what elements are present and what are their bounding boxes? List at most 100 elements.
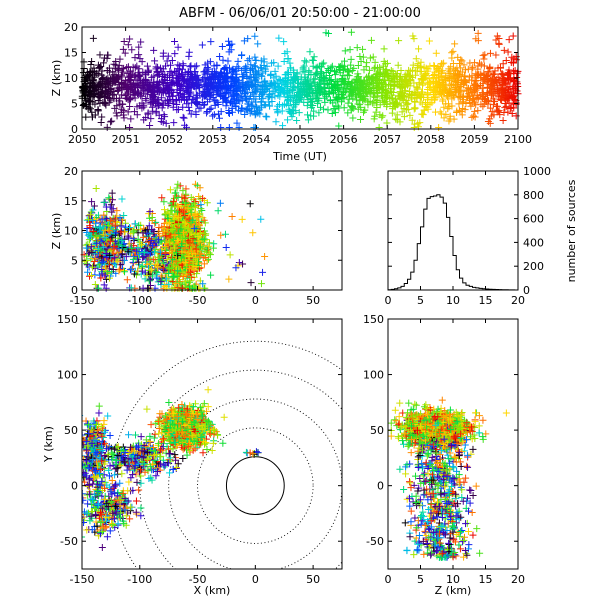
source-marker: [191, 180, 199, 188]
source-marker: [275, 34, 283, 42]
source-marker: [279, 122, 287, 130]
y-tick-label: 10: [64, 225, 78, 238]
source-marker: [347, 28, 355, 36]
y-tick-label: 15: [64, 195, 78, 208]
source-marker: [271, 67, 279, 75]
source-marker: [418, 110, 426, 118]
source-marker: [274, 62, 282, 70]
source-marker: [168, 57, 176, 65]
range-ring: [197, 427, 314, 544]
source-marker: [209, 112, 217, 120]
source-marker: [259, 268, 267, 276]
source-marker: [133, 478, 141, 486]
source-marker: [274, 109, 282, 117]
source-marker: [152, 218, 160, 226]
y-tick-label: 15: [64, 47, 78, 60]
source-marker: [238, 215, 246, 223]
y-tick-label: 200: [523, 260, 544, 273]
source-marker: [408, 116, 416, 124]
source-marker: [239, 260, 247, 268]
source-marker: [124, 41, 132, 49]
source-marker: [254, 40, 262, 48]
source-marker: [346, 46, 354, 54]
source-marker: [235, 259, 243, 267]
source-marker: [393, 111, 401, 119]
source-marker: [147, 115, 155, 123]
figure-title: ABFM - 06/06/01 20:50:00 - 21:00:00: [179, 6, 421, 21]
source-marker: [225, 123, 233, 131]
x-tick-label: -50: [189, 294, 207, 307]
source-marker: [123, 64, 131, 72]
y-tick-label: 800: [523, 189, 544, 202]
source-marker: [310, 53, 318, 61]
source-marker: [125, 431, 133, 439]
source-marker: [126, 103, 134, 111]
histogram-y-axis-label: number of sources: [565, 179, 578, 282]
y-tick-label: 10: [64, 72, 78, 85]
source-marker: [185, 103, 193, 111]
source-marker: [502, 57, 510, 65]
source-marker: [415, 45, 423, 53]
source-marker: [116, 55, 124, 63]
source-marker: [471, 113, 479, 121]
source-marker: [118, 195, 126, 203]
source-marker: [499, 116, 507, 124]
source-marker: [301, 57, 309, 65]
source-marker: [96, 51, 104, 59]
source-marker: [217, 123, 225, 131]
source-marker: [284, 54, 292, 62]
source-marker: [331, 68, 339, 76]
source-marker: [349, 114, 357, 122]
x-tick-label: -100: [127, 294, 152, 307]
source-marker: [308, 56, 316, 64]
x-tick-label: 2057: [373, 133, 401, 146]
source-marker: [495, 40, 503, 48]
source-marker: [204, 386, 212, 394]
source-marker: [320, 105, 328, 113]
source-marker: [412, 55, 420, 63]
source-marker: [131, 220, 139, 228]
time-height-panel: 2050 2051 2052 2053 2054 2055 2056 2057 2058 2059…: [50, 21, 532, 163]
source-marker: [199, 449, 207, 457]
source-marker: [440, 114, 448, 122]
source-marker: [107, 118, 115, 126]
source-marker: [174, 61, 182, 69]
source-marker: [180, 114, 188, 122]
source-marker: [219, 439, 227, 447]
source-marker: [504, 48, 512, 56]
source-marker: [451, 40, 459, 48]
source-marker: [435, 123, 443, 131]
source-marker: [512, 112, 520, 120]
source-marker: [280, 38, 288, 46]
source-marker: [344, 109, 352, 117]
source-marker: [353, 44, 361, 52]
x-tick-label: 2055: [286, 133, 314, 146]
source-marker: [300, 62, 308, 70]
source-marker: [80, 58, 88, 66]
source-marker: [509, 32, 517, 40]
source-marker: [411, 104, 419, 112]
source-marker: [167, 61, 175, 69]
source-marker: [357, 115, 365, 123]
source-marker: [261, 253, 269, 261]
source-marker: [135, 51, 143, 59]
source-marker: [228, 213, 236, 221]
x-tick-label: 2053: [199, 133, 227, 146]
source-marker: [98, 113, 106, 121]
source-marker: [216, 53, 224, 61]
source-marker: [345, 72, 353, 80]
source-marker: [131, 54, 139, 62]
source-marker: [171, 37, 179, 45]
source-marker: [410, 123, 418, 131]
source-marker: [203, 109, 211, 117]
source-marker: [89, 34, 97, 42]
source-marker: [179, 113, 187, 121]
source-marker: [210, 111, 218, 119]
source-marker: [150, 46, 158, 54]
source-marker: [241, 65, 249, 73]
y-tick-label: 400: [523, 236, 544, 249]
x-tick-label: 15: [479, 294, 493, 307]
source-marker: [246, 73, 254, 81]
source-marker: [251, 87, 259, 95]
source-marker: [481, 51, 489, 59]
